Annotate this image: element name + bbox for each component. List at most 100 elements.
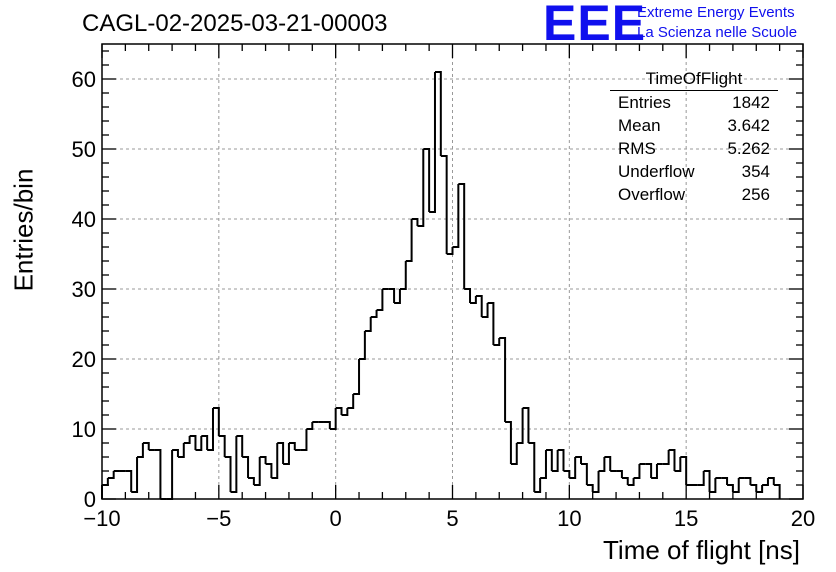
stats-row-underflow: Underflow 354 bbox=[606, 160, 782, 183]
histogram-bin bbox=[493, 338, 501, 346]
stats-row-entries: Entries 1842 bbox=[606, 91, 782, 114]
histogram-bin bbox=[201, 435, 209, 450]
histogram-bin bbox=[545, 449, 553, 471]
histogram-bin bbox=[475, 295, 483, 317]
histogram-bin bbox=[399, 261, 407, 290]
histogram-bin bbox=[551, 450, 559, 472]
x-tick-label: 10 bbox=[557, 506, 581, 531]
histogram-bin bbox=[242, 456, 250, 478]
histogram-bin bbox=[563, 470, 571, 478]
histogram-bin bbox=[680, 456, 688, 485]
stats-label: Underflow bbox=[618, 162, 695, 181]
histogram-bin bbox=[767, 477, 775, 485]
stats-label: Mean bbox=[618, 116, 661, 135]
histogram-bin bbox=[102, 478, 109, 486]
histogram-bin bbox=[329, 408, 337, 430]
histogram-bin bbox=[470, 296, 477, 304]
y-tick-label: 60 bbox=[72, 67, 96, 92]
histogram-bin bbox=[423, 148, 431, 212]
histogram-bin bbox=[300, 429, 308, 451]
histogram-bin bbox=[645, 463, 653, 478]
stats-value: 5.262 bbox=[727, 139, 770, 158]
histogram-bin bbox=[528, 442, 536, 492]
histogram-bin bbox=[604, 456, 612, 471]
histogram-bin bbox=[762, 478, 769, 486]
histogram-bin bbox=[750, 484, 758, 492]
histogram-bin bbox=[364, 317, 372, 332]
histogram-bin bbox=[616, 470, 623, 478]
x-tick-label: −10 bbox=[83, 506, 120, 531]
y-tick-label: 30 bbox=[72, 277, 96, 302]
histogram-bin bbox=[586, 484, 594, 492]
histogram-bin bbox=[306, 422, 314, 430]
histogram-bin bbox=[189, 435, 197, 450]
stats-box-title: TimeOfFlight bbox=[645, 69, 743, 88]
stats-value: 3.642 bbox=[727, 116, 770, 135]
histogram-bin bbox=[487, 302, 495, 345]
histogram-bin bbox=[429, 72, 436, 213]
x-axis-label: Time of flight [ns] bbox=[603, 535, 800, 565]
histogram-bin bbox=[569, 457, 577, 479]
histogram-bin bbox=[575, 456, 583, 464]
logo-line-2: La Scienza nelle Scuole bbox=[637, 24, 798, 41]
histogram-bin bbox=[253, 457, 261, 486]
histogram-bin bbox=[353, 359, 361, 395]
histogram-bin bbox=[370, 310, 378, 318]
histogram-bin bbox=[516, 408, 524, 444]
histogram-bin bbox=[598, 457, 606, 472]
histogram-bin bbox=[277, 442, 285, 464]
histogram-bin bbox=[230, 436, 238, 493]
histogram-bin bbox=[137, 443, 144, 458]
histogram-bin bbox=[633, 464, 641, 479]
histogram-bin bbox=[505, 421, 512, 464]
histogram-bin bbox=[177, 443, 185, 458]
histogram-bin bbox=[288, 442, 296, 450]
stats-row-mean: Mean 3.642 bbox=[606, 114, 782, 137]
histogram-bin bbox=[271, 443, 279, 479]
histogram-bin bbox=[218, 435, 226, 457]
histogram-bin bbox=[756, 485, 764, 493]
stats-row-overflow: Overflow 256 bbox=[606, 183, 782, 206]
histogram-bin bbox=[510, 443, 518, 465]
histogram-bin bbox=[540, 450, 547, 479]
y-tick-label: 20 bbox=[72, 347, 96, 372]
histogram-bin bbox=[557, 449, 565, 471]
histogram-bin bbox=[709, 478, 717, 493]
histogram-bin bbox=[434, 71, 442, 156]
chart-title: CAGL-02-2025-03-21-00003 bbox=[82, 10, 388, 37]
histogram-bin bbox=[207, 408, 214, 451]
stats-row-rms: RMS 5.262 bbox=[606, 137, 782, 160]
x-tick-label: 15 bbox=[674, 506, 698, 531]
histogram-bin bbox=[347, 394, 355, 409]
histogram-bin bbox=[359, 331, 366, 360]
histogram-bin bbox=[668, 449, 676, 471]
histogram-bin bbox=[674, 457, 682, 472]
y-tick-label: 40 bbox=[72, 207, 96, 232]
histogram-bin bbox=[534, 478, 542, 493]
histogram-bin bbox=[248, 477, 255, 485]
histogram-bin bbox=[265, 463, 273, 478]
stats-value: 354 bbox=[741, 162, 770, 181]
histogram-bin bbox=[131, 457, 139, 493]
histogram-bin bbox=[621, 477, 629, 485]
histogram-bin bbox=[592, 471, 600, 493]
stats-value: 1842 bbox=[732, 93, 770, 112]
histogram-bin bbox=[172, 449, 179, 457]
stats-label: Entries bbox=[618, 93, 671, 112]
y-tick-label: 50 bbox=[72, 137, 96, 162]
histogram-bin bbox=[236, 435, 244, 457]
stats-label: Overflow bbox=[618, 185, 686, 204]
histogram-bin bbox=[440, 155, 448, 254]
histogram-bin bbox=[405, 219, 413, 262]
histogram-bin bbox=[376, 289, 384, 311]
eee-logo: EEE bbox=[543, 0, 647, 51]
histogram-bin bbox=[411, 218, 419, 226]
histogram-bin bbox=[166, 450, 174, 500]
histogram-bin bbox=[259, 456, 267, 464]
histogram-bin bbox=[651, 464, 658, 479]
y-tick-label: 0 bbox=[84, 487, 96, 512]
histogram-bin bbox=[481, 303, 489, 318]
stats-box-divider bbox=[610, 90, 778, 91]
x-tick-label: −5 bbox=[206, 506, 231, 531]
